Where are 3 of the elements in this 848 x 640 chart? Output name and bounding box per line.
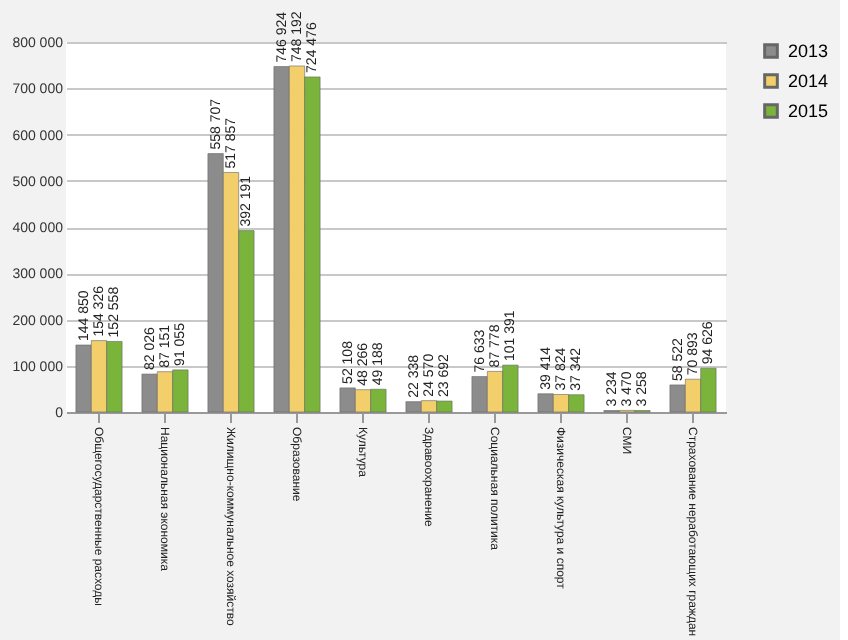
legend-label: 2015 [788, 101, 829, 121]
legend-label: 2013 [788, 41, 829, 61]
legend-label: 2014 [788, 71, 829, 91]
